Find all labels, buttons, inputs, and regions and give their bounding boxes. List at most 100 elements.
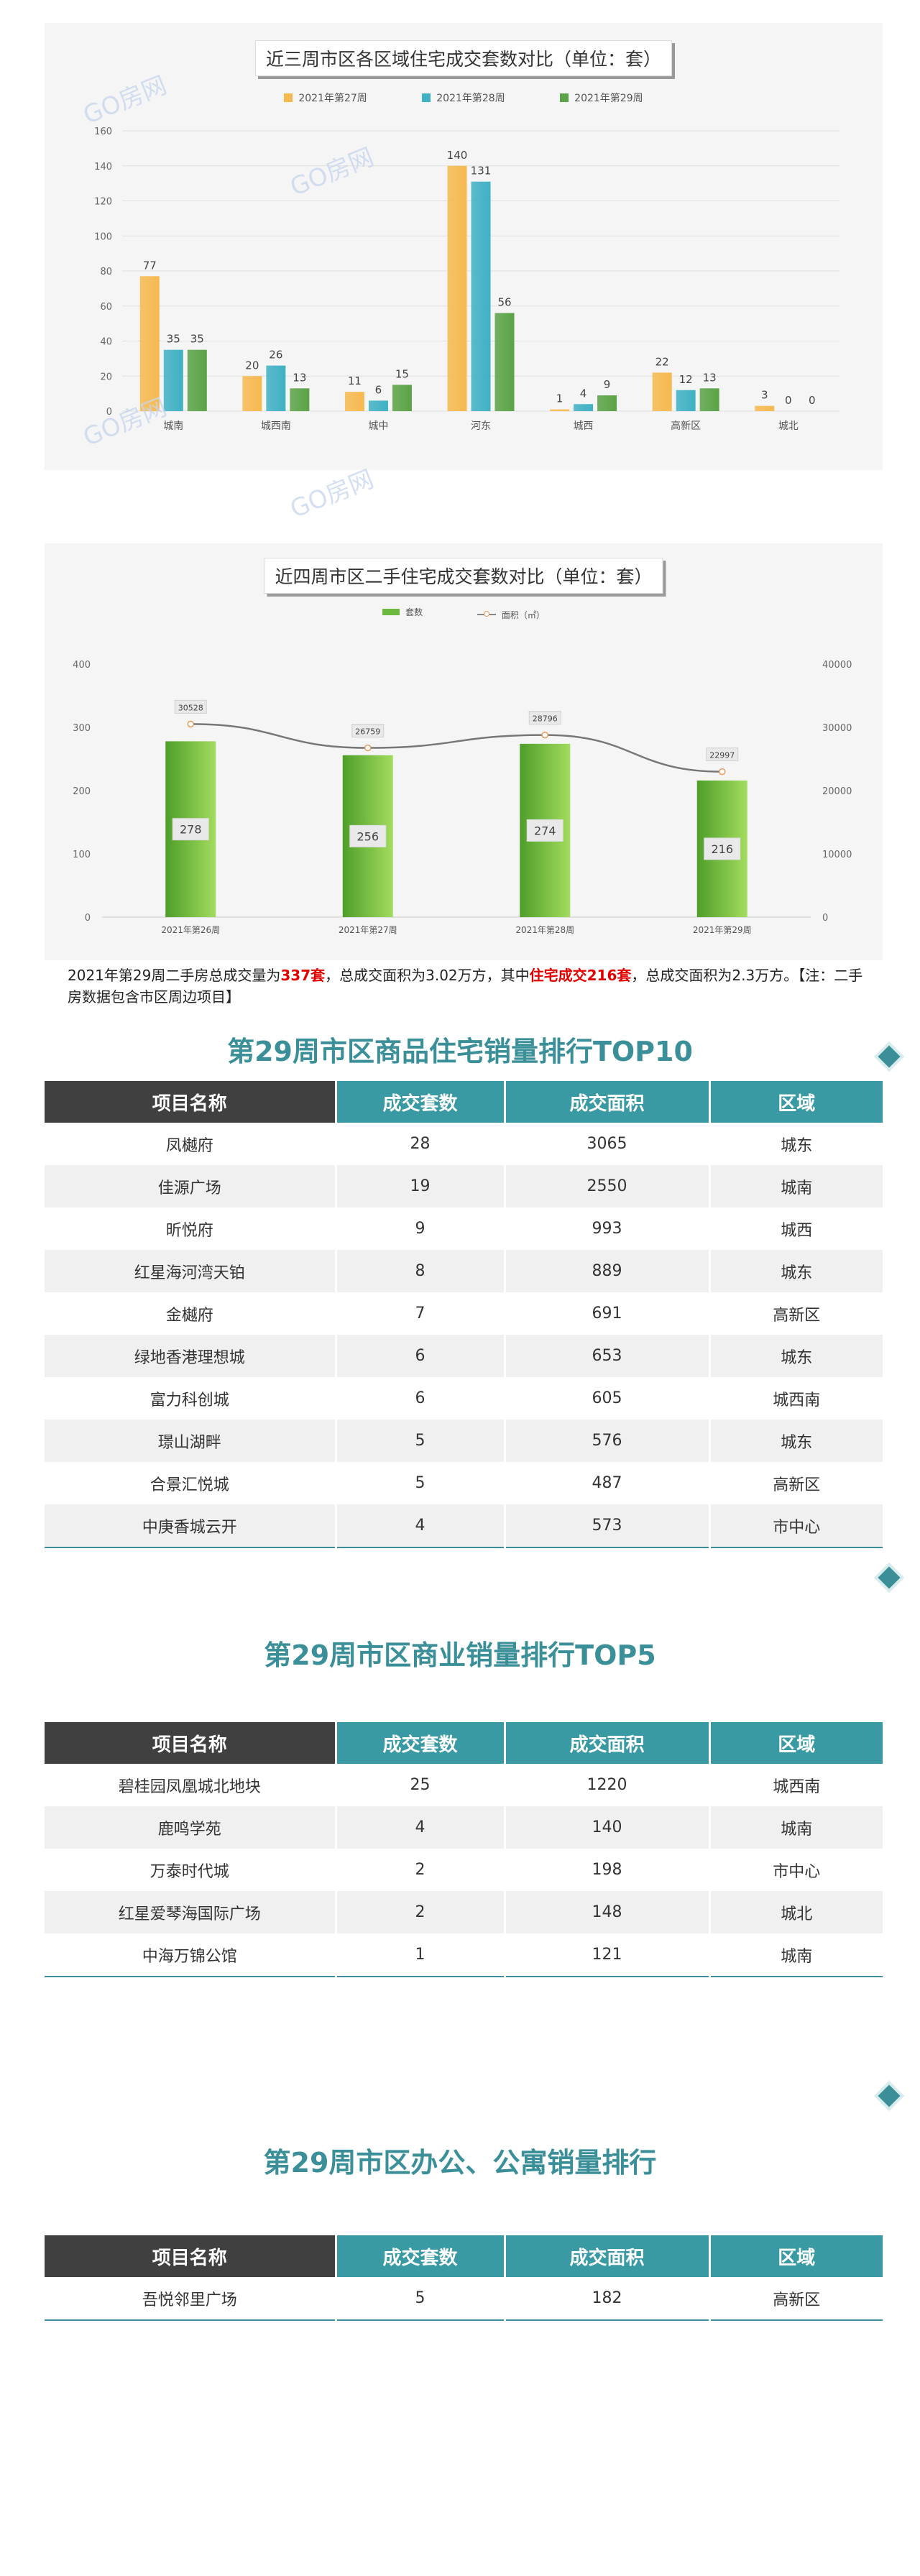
line-point [187, 720, 194, 728]
cell-region: 城南 [709, 1933, 883, 1977]
cell-units: 4 [336, 1806, 506, 1849]
legend-label: 2021年第29周 [574, 93, 643, 104]
data-label: 13 [703, 371, 717, 384]
col-header-area: 成交面积 [505, 1722, 711, 1764]
legend-label: 套数 [405, 607, 423, 617]
legend-swatch [382, 609, 400, 615]
bar [139, 276, 160, 411]
x-tick-label: 城中 [368, 420, 388, 432]
data-label-box [526, 819, 564, 842]
table-row: 绿地香港理想城 6 653 城东 [45, 1335, 883, 1377]
col-header-region: 区域 [709, 1081, 883, 1123]
cell-units: 5 [336, 2277, 506, 2321]
section-office-title: 第29周市区办公、公寓销量排行 [263, 2147, 657, 2179]
section-residential-title: 第29周市区商品住宅销量排行TOP10 [227, 1036, 693, 1067]
chart-regional-legend: 2021年第27周 2021年第28周 2021年第29周 [45, 91, 883, 105]
cell-area: 605 [505, 1377, 711, 1420]
col-header-area: 成交面积 [505, 1081, 711, 1123]
cell-area: 487 [505, 1462, 711, 1504]
table-row: 佳源广场 19 2550 城南 [45, 1165, 883, 1208]
cell-region: 城南 [709, 1806, 883, 1849]
data-label-box [704, 837, 741, 860]
cell-region: 城西南 [773, 1777, 821, 1796]
bar [574, 404, 594, 411]
cell-region: 高新区 [709, 2277, 883, 2321]
col-header-region: 区域 [709, 2235, 883, 2277]
y-tick-label: 60 [100, 302, 112, 313]
cell-units: 9 [336, 1208, 506, 1250]
table-row: 红星爱琴海国际广场 2 148 城北 [45, 1891, 883, 1933]
cell-project-name: 佳源广场 [45, 1165, 337, 1208]
cell-units: 2 [336, 1849, 506, 1891]
cell-region: 城北 [709, 1891, 883, 1933]
y-tick-label: 40 [100, 337, 112, 348]
table-header-row: 项目名称 成交套数 成交面积 区域 [45, 2235, 883, 2277]
x-tick-label: 2021年第26周 [161, 925, 220, 935]
legend-swatch [422, 93, 431, 102]
summary-part: 2021年第29周二手房总成交量为 [68, 967, 281, 984]
line-label-box [528, 711, 561, 725]
table-header-row: 项目名称 成交套数 成交面积 区域 [45, 1081, 883, 1123]
cell-project-name: 绿地香港理想城 [45, 1335, 337, 1377]
cell-units: 1 [336, 1933, 506, 1977]
cell-region: 城西 [781, 1221, 813, 1240]
cell-region: 高新区 [773, 1476, 821, 1494]
col-header-units: 成交套数 [336, 1722, 506, 1764]
chart-secondhand: 近四周市区二手住宅成交套数对比（单位：套） 套数 面积（㎡） 0 100 200 30… [45, 543, 883, 960]
cell-area: 691 [505, 1292, 711, 1335]
cell-units: 5 [336, 1462, 506, 1504]
table-row: 红星海河湾天铂 8 889 城东 [45, 1250, 883, 1292]
x-tick-label: 城西 [574, 420, 594, 432]
cell-region: 市中心 [773, 1862, 821, 1881]
y-tick-label: 80 [100, 267, 112, 277]
line-point [541, 731, 548, 739]
y-tick-label: 0 [106, 407, 112, 418]
table-commercial: 项目名称 成交套数 成交面积 区域 碧桂园凤凰城北地块 25 1220 城西南 鹿鸣学苑… [45, 1722, 883, 1977]
cell-region: 城东 [709, 1420, 883, 1462]
cell-area: 889 [505, 1250, 711, 1292]
data-label-box [349, 824, 387, 847]
data-label: 13 [293, 371, 306, 384]
series-line [190, 723, 722, 773]
bar [597, 395, 617, 411]
data-label: 26 [269, 349, 282, 362]
y2-tick-label: 20000 [822, 786, 852, 797]
data-label: 274 [534, 824, 556, 837]
data-label: 131 [471, 165, 492, 178]
line-label: 30528 [178, 703, 203, 712]
data-label: 56 [497, 296, 511, 309]
diamond-icon [878, 2084, 901, 2107]
legend-item: 2021年第27周 [284, 91, 367, 105]
data-label: 20 [245, 359, 259, 372]
table-header-row: 项目名称 成交套数 成交面积 区域 [45, 1722, 883, 1764]
data-label: 35 [167, 333, 180, 346]
data-label: 11 [348, 374, 362, 387]
y2-tick-label: 10000 [822, 850, 852, 860]
x-tick-label: 2021年第27周 [339, 925, 397, 935]
table-row: 中海万锦公馆 1 121 城南 [45, 1933, 883, 1977]
legend-item: 面积（㎡） [477, 609, 545, 621]
bar [447, 165, 467, 411]
cell-area: 993 [505, 1208, 711, 1250]
col-header-units: 成交套数 [336, 2235, 506, 2277]
cell-area: 576 [505, 1420, 711, 1462]
data-label: 22 [656, 355, 669, 368]
x-tick-label: 河东 [471, 420, 491, 432]
table-row: 璟山湖畔 5 576 城东 [45, 1420, 883, 1462]
summary-part: ，总成交面积为2.3万方。【注：二手房数据包含市区周边项目】 [68, 967, 863, 1006]
cell-units: 28 [336, 1123, 506, 1165]
cell-project-name: 红星海河湾天铂 [45, 1250, 337, 1292]
y-tick-label: 300 [73, 723, 91, 734]
table-row: 金樾府 7 691 高新区 [45, 1292, 883, 1335]
table-row: 合景汇悦城 5 487 高新区 [45, 1462, 883, 1504]
y2-tick-label: 40000 [822, 660, 852, 671]
data-label: 6 [375, 383, 382, 396]
cell-units: 7 [336, 1292, 506, 1335]
line-label: 22997 [709, 751, 735, 760]
line-label-box [706, 748, 739, 762]
cell-project-name: 璟山湖畔 [45, 1420, 337, 1462]
data-label: 4 [580, 387, 587, 400]
cell-region: 城南 [709, 1165, 883, 1208]
cell-area: 121 [505, 1933, 711, 1977]
